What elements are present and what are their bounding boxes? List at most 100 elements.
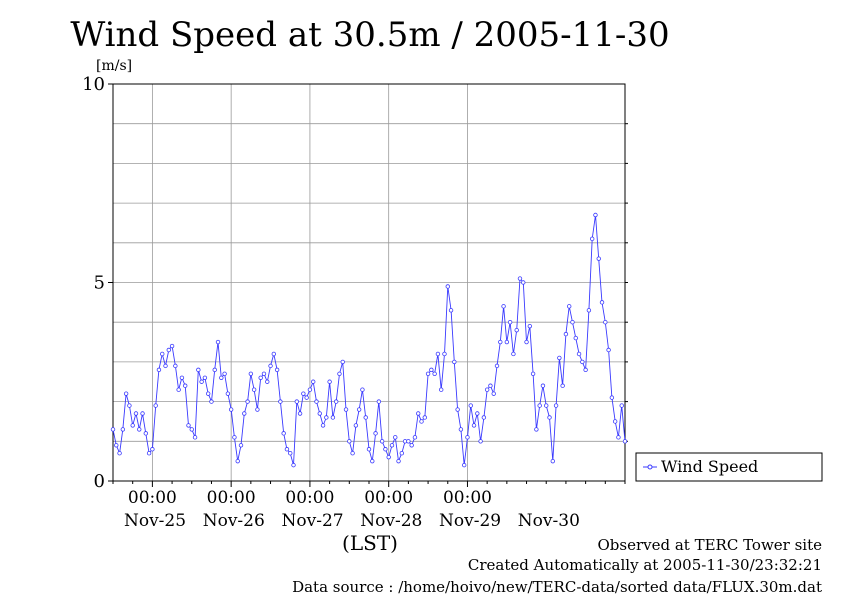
data-point <box>468 403 473 408</box>
data-point <box>616 435 621 440</box>
data-point <box>534 427 539 432</box>
data-point <box>429 367 434 373</box>
data-point <box>540 383 546 388</box>
data-point <box>235 458 240 464</box>
data-point <box>498 339 503 345</box>
data-point <box>363 415 368 420</box>
data-point <box>317 411 322 416</box>
data-point <box>448 308 454 313</box>
data-point <box>619 403 624 408</box>
data-point <box>514 327 519 333</box>
data-point <box>350 451 355 456</box>
data-point <box>544 403 549 408</box>
data-point <box>461 462 467 468</box>
data-point <box>340 359 345 365</box>
data-point <box>271 351 277 357</box>
data-point <box>521 280 526 285</box>
data-point <box>445 284 450 289</box>
data-point <box>396 458 401 464</box>
data-point <box>127 403 132 408</box>
data-point <box>120 427 126 432</box>
x-day-label: Nov-28 <box>360 511 422 531</box>
data-point <box>370 458 375 464</box>
data-point <box>399 451 405 456</box>
footer-data-source: Data source : /home/hoivo/new/TERC-data/… <box>292 578 822 595</box>
data-point <box>455 407 460 412</box>
data-point <box>609 395 615 400</box>
legend-label: Wind Speed <box>661 457 758 476</box>
data-point <box>478 439 483 444</box>
data-point <box>333 399 339 404</box>
data-point <box>573 335 578 341</box>
data-point <box>366 447 372 452</box>
data-point <box>537 403 542 408</box>
data-point <box>123 391 129 396</box>
data-point <box>530 371 536 377</box>
data-point <box>347 439 352 444</box>
data-point <box>186 423 191 428</box>
data-point <box>265 379 270 384</box>
data-point <box>242 411 247 416</box>
data-point <box>409 443 414 448</box>
y-axis: 0 5 10 <box>82 74 628 492</box>
data-point <box>281 431 286 436</box>
data-point <box>488 383 493 388</box>
footer-created-time: Created Automatically at 2005-11-30/23:3… <box>468 556 822 574</box>
data-point <box>291 462 296 468</box>
data-point <box>435 351 441 357</box>
x-axis-label: (LST) <box>342 531 398 555</box>
y-tick-label: 10 <box>82 74 105 95</box>
data-point <box>114 443 119 448</box>
data-point <box>163 363 168 369</box>
data-point <box>294 399 299 404</box>
data-point <box>222 371 227 377</box>
data-point <box>389 443 395 448</box>
x-tick-time-label: 00:00 <box>443 488 492 508</box>
data-point <box>416 411 421 416</box>
x-tick-time-label: 00:00 <box>207 488 256 508</box>
data-point <box>307 387 313 392</box>
data-point <box>442 351 447 357</box>
data-point <box>304 395 309 400</box>
data-point <box>327 379 332 384</box>
data-point <box>130 423 135 428</box>
data-point <box>311 379 316 384</box>
data-point <box>553 403 559 408</box>
data-point <box>117 451 122 456</box>
data-point <box>481 415 487 420</box>
data-point <box>353 423 359 428</box>
data-point <box>143 431 149 436</box>
data-point <box>491 391 496 396</box>
data-point <box>133 411 139 416</box>
data-point <box>205 391 211 396</box>
x-tick-time-label: 00:00 <box>364 488 413 508</box>
chart-title: Wind Speed at 30.5m / 2005-11-30 <box>70 15 669 55</box>
data-point <box>301 391 306 396</box>
data-point <box>471 423 477 428</box>
data-point <box>494 363 500 369</box>
data-point <box>580 359 585 365</box>
x-day-label: Nov-26 <box>203 511 265 531</box>
legend-box <box>635 452 823 482</box>
x-axis: 00:00 00:00 00:00 00:00 00:00 Nov-25 Nov-26 Nov… <box>112 481 626 531</box>
y-tick-label: 5 <box>94 273 105 294</box>
data-point <box>527 323 533 329</box>
data-point <box>297 411 303 416</box>
footer-observed-site: Observed at TERC Tower site <box>597 536 822 554</box>
data-point <box>383 447 388 452</box>
data-point <box>248 371 254 377</box>
data-point <box>484 387 490 392</box>
x-day-label: Nov-30 <box>518 511 580 531</box>
data-point <box>153 403 158 408</box>
legend-swatch-marker <box>647 464 653 470</box>
data-point <box>199 379 204 384</box>
data-point <box>209 399 214 404</box>
data-point <box>156 367 162 373</box>
data-point <box>475 411 480 416</box>
data-point <box>379 439 385 444</box>
data-point <box>261 371 267 377</box>
data-point <box>517 276 523 281</box>
data-point <box>196 367 201 373</box>
data-point <box>150 447 155 452</box>
legend: Wind Speed <box>635 452 823 482</box>
